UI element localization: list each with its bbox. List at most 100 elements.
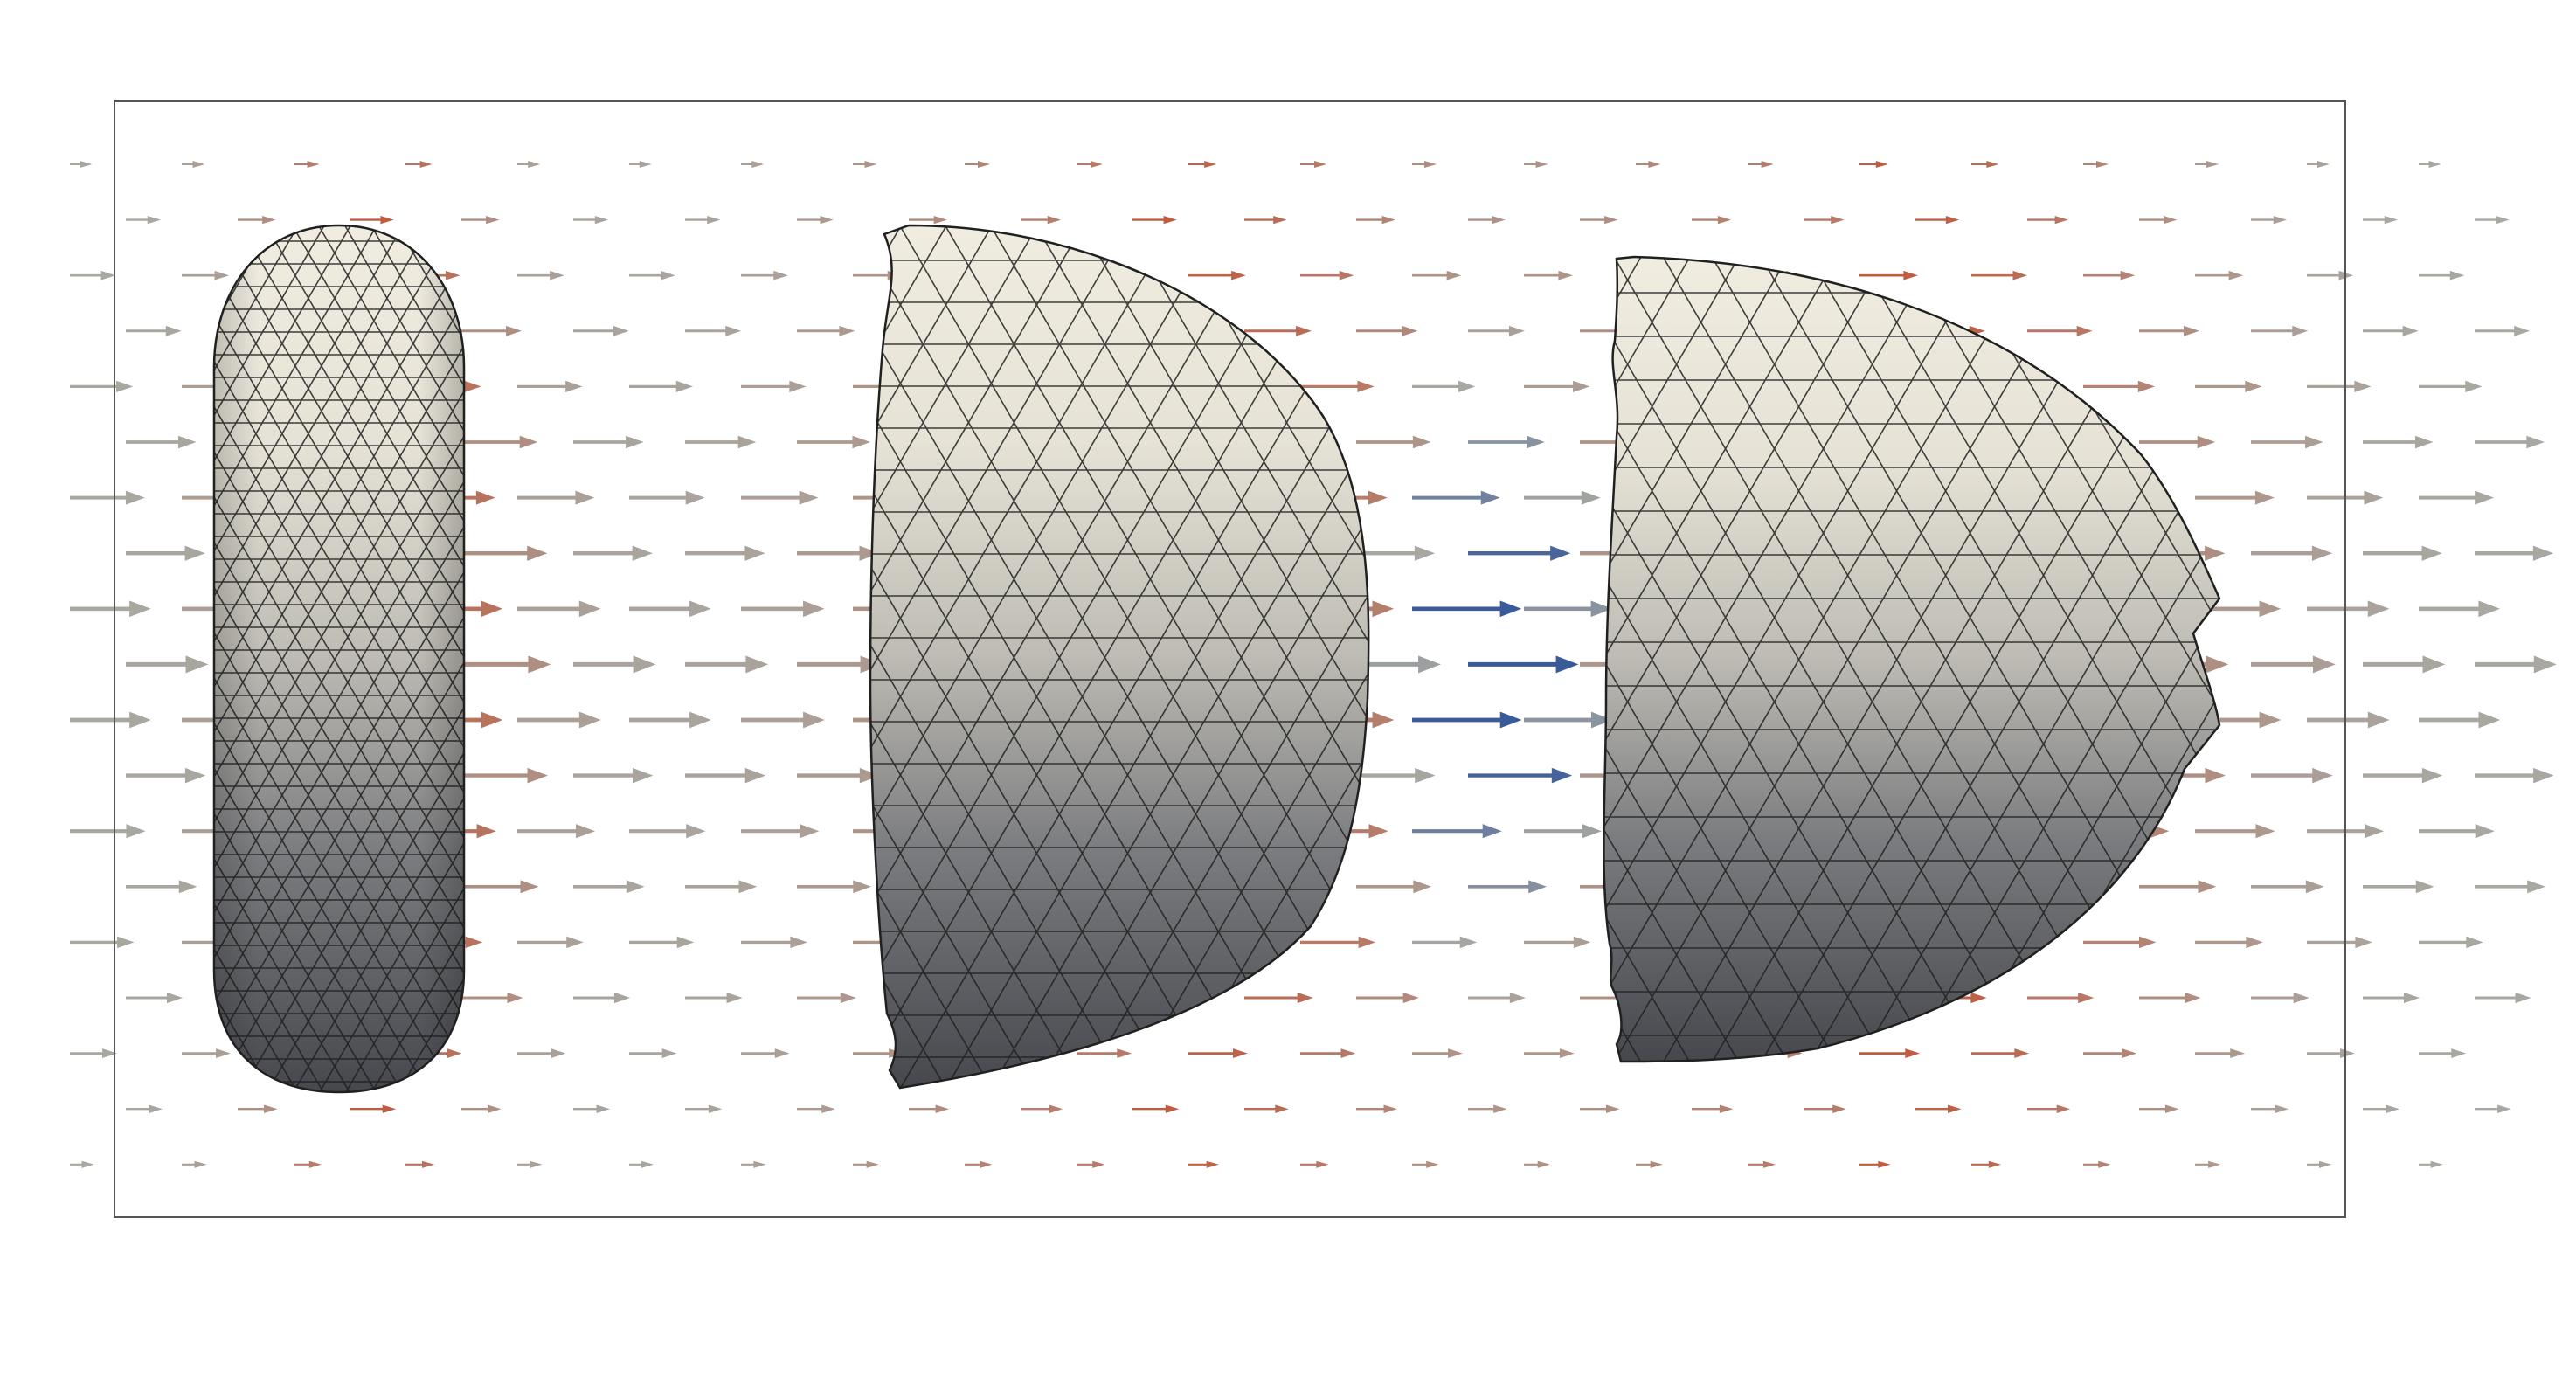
vector-glyph-head [481, 711, 503, 729]
vector-glyph-head [1492, 215, 1506, 225]
vector-glyph-head [744, 767, 766, 784]
vector-glyph-head [117, 936, 135, 949]
vector-glyph-head [790, 936, 807, 949]
vector-glyph-head [507, 992, 523, 1004]
vector-glyph-head [1903, 270, 1918, 280]
vector-glyph-head [1499, 600, 1522, 618]
vector-glyph-head [626, 880, 645, 894]
vector-glyph-head [216, 1048, 231, 1059]
vector-glyph-head [486, 215, 500, 225]
vector-glyph-head [126, 824, 146, 839]
vector-glyph-head [2098, 1160, 2111, 1168]
vector-glyph-head [2228, 270, 2244, 280]
vector-glyph-head [308, 1160, 322, 1168]
vector-glyph-head [147, 215, 162, 225]
vector-glyph-head [80, 161, 93, 168]
vector-glyph-head [707, 215, 721, 225]
vector-glyph-head [737, 435, 757, 449]
vector-glyph-head [476, 824, 496, 839]
vector-glyph-head [2293, 992, 2309, 1004]
vector-glyph-head [614, 992, 631, 1004]
vector-glyph-head [1414, 545, 1436, 561]
vector-glyph-head [81, 1160, 94, 1168]
vector-glyph-head [2205, 545, 2226, 561]
vector-glyph-head [1762, 1160, 1776, 1168]
vector-glyph-head [676, 936, 695, 949]
vector-glyph-head [632, 545, 653, 561]
vector-glyph-head [1372, 711, 1395, 729]
vector-glyph-head [382, 1104, 397, 1113]
vector-glyph-head [2095, 161, 2109, 168]
vector-glyph-head [1590, 600, 1613, 618]
vector-glyph-head [1402, 325, 1418, 336]
vector-glyph-head [2421, 545, 2442, 561]
vector-glyph-head [1719, 1104, 1734, 1113]
vector-glyph-head [565, 380, 583, 393]
vector-glyph-head [1832, 1104, 1846, 1113]
vector-glyph-head [578, 711, 601, 729]
vector-glyph-head [1499, 711, 1522, 729]
vector-glyph-head [2475, 490, 2495, 505]
vector-glyph-head [1480, 490, 1500, 505]
vector-glyph-head [1717, 215, 1732, 225]
vector-glyph-head [166, 992, 184, 1004]
vector-glyph-head [1458, 380, 1476, 393]
vector-glyph-head [2533, 767, 2554, 784]
vector-glyph-head [1047, 215, 1062, 225]
vector-glyph-head [744, 545, 765, 561]
vector-glyph-head [866, 1160, 879, 1168]
vector-glyph-head [2056, 1104, 2071, 1113]
vector-glyph-head [2054, 215, 2068, 225]
vector-glyph-head [1581, 490, 1601, 505]
vector-glyph-head [661, 1048, 677, 1059]
vector-glyph-head [380, 215, 394, 225]
vector-glyph-head [1590, 711, 1613, 729]
vector-glyph-head [2414, 435, 2434, 449]
vector-glyph-head [686, 824, 706, 839]
vector-glyph-head [1555, 655, 1579, 674]
vector-glyph-head [1831, 215, 1845, 225]
vector-glyph-head [1508, 325, 1525, 336]
vector-glyph-head [1383, 1104, 1398, 1113]
vector-glyph-head [1316, 1160, 1329, 1168]
vector-glyph-head [1381, 215, 1395, 225]
vector-glyph-head [2137, 380, 2156, 393]
vector-glyph-head [125, 490, 145, 505]
vector-glyph-head [1605, 1104, 1620, 1113]
vector-glyph-head [2475, 824, 2495, 839]
vector-glyph-head [2526, 435, 2545, 449]
vector-glyph-head [447, 1048, 462, 1059]
vector-glyph-head [594, 215, 609, 225]
vector-glyph-head [685, 490, 705, 505]
vector-glyph-head [2312, 767, 2333, 784]
vector-glyph-head [2255, 824, 2275, 839]
vector-glyph-head [550, 270, 564, 280]
vector-glyph-head [1948, 1104, 1962, 1113]
vector-glyph-head [935, 1104, 950, 1113]
vector-glyph-head [1368, 824, 1388, 839]
vector-glyph-head [626, 435, 644, 449]
vector-glyph-head [859, 767, 881, 784]
vector-glyph-head [980, 1160, 993, 1168]
vector-glyph-head [821, 1104, 835, 1113]
vector-glyph-head [2312, 655, 2336, 674]
vector-glyph-head [520, 880, 539, 894]
vector-glyph-head [2527, 880, 2545, 894]
vector-glyph-head [530, 1160, 543, 1168]
vector-glyph-head [1426, 1160, 1439, 1168]
vector-glyph-head [1459, 936, 1478, 949]
vector-glyph-head [933, 215, 947, 225]
vector-glyph-head [2305, 880, 2324, 894]
vector-glyph-head [745, 655, 769, 674]
vector-glyph-head [1204, 161, 1217, 168]
vector-glyph-head [519, 435, 538, 449]
vector-glyph-head [2367, 711, 2390, 729]
vector-glyph-head [1296, 325, 1312, 336]
vector-glyph-head [1970, 992, 1987, 1004]
vector-glyph-head [1092, 1160, 1105, 1168]
vector-glyph-head [551, 1048, 566, 1059]
vector-glyph-head [803, 600, 825, 618]
vector-glyph-head [2478, 600, 2500, 618]
vector-glyph-head [184, 545, 205, 561]
vector-glyph-head [596, 1104, 611, 1113]
